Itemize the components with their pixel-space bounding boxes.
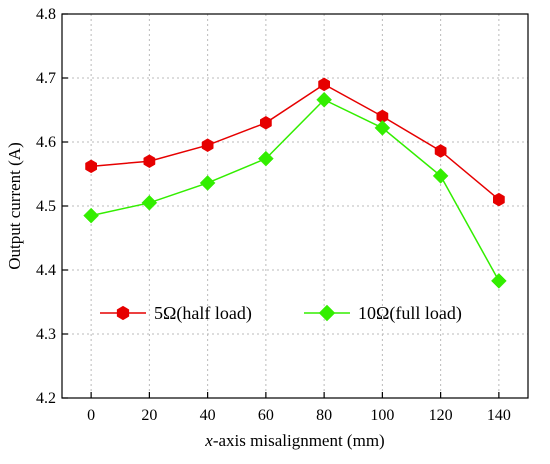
data-point-series-1 — [491, 273, 507, 289]
x-axis-label: x-axis misalignment (mm) — [204, 431, 384, 450]
y-tick-label: 4.8 — [36, 6, 56, 23]
x-tick-label: 140 — [487, 407, 511, 424]
data-point-series-1 — [199, 175, 216, 191]
x-tick-label: 60 — [258, 407, 274, 424]
x-tick-label: 20 — [141, 407, 157, 424]
x-tick-label: 100 — [370, 407, 394, 424]
y-tick-label: 4.5 — [36, 198, 56, 215]
axis-ticks — [62, 13, 500, 399]
y-tick-label: 4.6 — [36, 134, 56, 151]
series-line-1 — [90, 98, 500, 282]
y-axis-label: Output current (A) — [5, 142, 24, 269]
series-layer — [83, 77, 507, 289]
data-point-series-1 — [83, 207, 99, 224]
data-point-series-0 — [318, 77, 330, 92]
x-tick-label: 40 — [200, 407, 216, 424]
data-point-series-0 — [201, 138, 214, 152]
data-point-series-1 — [316, 91, 332, 108]
data-point-series-0 — [434, 144, 447, 158]
legend-item-5ohm: 5Ω(half load) — [100, 303, 252, 324]
y-tick-label: 4.7 — [36, 70, 56, 87]
tick-labels: 0 20 40 60 80 100 120 140 4.2 4.3 4.4 4.5 4.6 4.7 4.8 — [36, 6, 511, 424]
x-tick-label: 80 — [316, 407, 332, 424]
legend-label-5ohm: 5Ω(half load) — [154, 303, 252, 324]
data-point-series-0 — [85, 159, 97, 174]
legend-marker-10ohm — [318, 304, 336, 322]
x-tick-label: 0 — [87, 407, 95, 424]
x-tick-label: 120 — [429, 407, 453, 424]
legend-marker-5ohm — [116, 305, 130, 321]
legend: 5Ω(half load) 10Ω(full load) — [100, 303, 462, 324]
x-axis-label-rest: -axis misalignment (mm) — [213, 431, 385, 450]
legend-label-10ohm: 10Ω(full load) — [358, 303, 462, 324]
data-point-series-0 — [260, 116, 272, 130]
data-point-series-1 — [141, 194, 158, 211]
x-axis-label-italic: x — [204, 431, 213, 450]
data-point-series-1 — [258, 150, 274, 167]
data-point-series-1 — [374, 120, 391, 136]
y-tick-label: 4.2 — [36, 390, 56, 407]
series-line-0 — [91, 83, 500, 201]
data-point-series-0 — [493, 192, 505, 207]
y-tick-label: 4.3 — [36, 326, 56, 343]
data-point-series-1 — [432, 168, 449, 184]
y-tick-label: 4.4 — [36, 262, 56, 279]
data-point-series-0 — [143, 154, 156, 168]
legend-item-10ohm: 10Ω(full load) — [304, 303, 462, 324]
